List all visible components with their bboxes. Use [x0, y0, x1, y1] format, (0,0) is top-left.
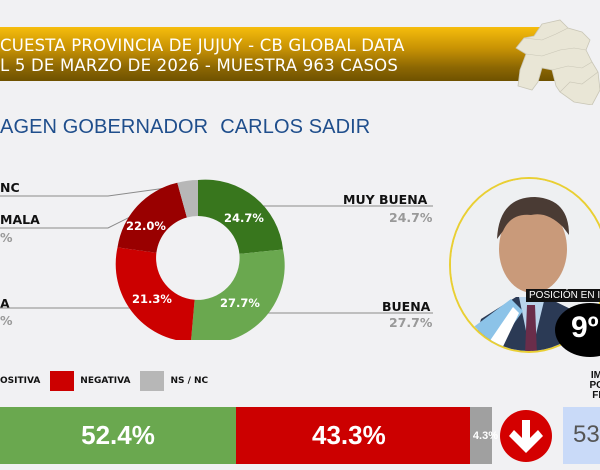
jujuy-map-icon	[515, 19, 600, 105]
title-prefix: AGEN GOBERNADOR	[0, 116, 209, 138]
bar-negativa-value: 43.3%	[312, 420, 386, 450]
legend-label-negativa: NEGATIVA	[80, 376, 131, 386]
svg-text:21.3%: 21.3%	[132, 292, 172, 306]
donut-chart: 24.7% 27.7% 22.0% 21.3%	[115, 179, 285, 340]
title-name: CARLOS SADIR	[220, 116, 371, 138]
chart-title: AGEN GOBERNADOR CARLOS SADIR	[0, 116, 370, 139]
bar-positiva: 52.4%	[0, 407, 236, 464]
federal-header-line-2: POS	[589, 380, 600, 391]
label-mala: A	[0, 296, 10, 311]
legend-swatch-negativa	[50, 371, 75, 391]
federal-header-line-3: FEI	[592, 390, 600, 401]
label-nsnc: NC	[0, 180, 20, 195]
bar-negativa: 43.3%	[236, 407, 470, 464]
header-line-1: CUESTA PROVINCIA DE JUJUY - CB GLOBAL DA…	[0, 36, 405, 55]
slice-muy-buena	[198, 179, 283, 254]
position-label: POSICIÓN EN I	[526, 289, 600, 302]
pct-mala: %	[0, 313, 13, 328]
federal-header-line-1: IMA	[590, 370, 600, 381]
label-buena: BUENA	[382, 299, 431, 314]
svg-text:22.0%: 22.0%	[126, 219, 166, 233]
federal-header: IMA POS FEI	[560, 371, 600, 401]
header-line-2: L 5 DE MARZO DE 2026 - MUESTRA 963 CASOS	[0, 56, 398, 75]
legend: OSITIVA NEGATIVA NS / NC	[0, 371, 218, 391]
legend-label-positiva: OSITIVA	[0, 376, 41, 386]
legend-label-nsnc: NS / NC	[170, 376, 209, 386]
label-muy-mala: MALA	[0, 212, 40, 227]
legend-swatch-nsnc	[140, 371, 165, 391]
slice-nsnc	[177, 180, 198, 218]
slice-buena	[191, 249, 285, 340]
svg-text:27.7%: 27.7%	[220, 296, 260, 310]
header-banner: CUESTA PROVINCIA DE JUJUY - CB GLOBAL DA…	[0, 27, 560, 81]
bar-positiva-value: 52.4%	[81, 420, 155, 450]
down-arrow-icon	[500, 410, 552, 462]
label-muy-buena: MUY BUENA	[343, 192, 428, 207]
pct-muy-buena: 24.7%	[389, 210, 433, 225]
pct-muy-mala: %	[0, 230, 13, 245]
svg-text:24.7%: 24.7%	[224, 211, 264, 225]
federal-value: 53	[563, 407, 600, 464]
bar-nsnc-value: 4.3%	[472, 429, 498, 442]
pct-buena: 27.7%	[389, 315, 433, 330]
slice-muy-mala	[117, 182, 187, 253]
slice-mala	[115, 247, 195, 340]
bar-nsnc: 4.3%	[470, 407, 498, 464]
